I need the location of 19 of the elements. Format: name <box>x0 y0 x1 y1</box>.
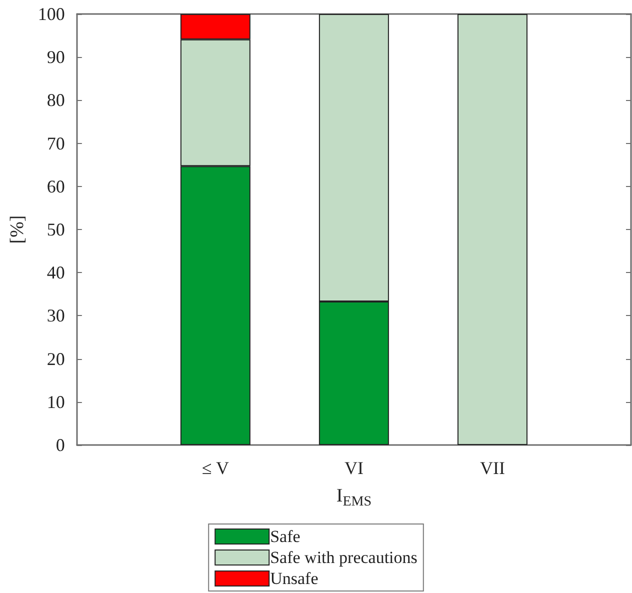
y-tick-label: 30 <box>46 306 65 326</box>
legend-label: Safe <box>270 527 300 546</box>
legend-label: Safe with precautions <box>270 548 418 567</box>
y-tick-label: 50 <box>46 220 65 240</box>
y-tick-label: 60 <box>46 176 65 196</box>
x-tick-label: VII <box>480 458 505 478</box>
y-tick-label: 40 <box>46 262 65 283</box>
y-tick-label: 10 <box>46 392 65 412</box>
x-tick-label: VI <box>344 458 364 478</box>
y-tick-label: 80 <box>46 90 65 110</box>
y-axis-title: [%] <box>7 215 28 244</box>
y-tick-label: 70 <box>46 133 65 154</box>
y-tick-label: 20 <box>46 348 65 369</box>
y-tick-label: 100 <box>38 4 65 24</box>
legend-label: Unsafe <box>270 569 318 588</box>
bar <box>457 14 528 445</box>
x-tick-label: ≤ V <box>202 458 229 478</box>
y-tick-label: 90 <box>46 47 65 68</box>
y-tick-label: 0 <box>56 435 65 455</box>
